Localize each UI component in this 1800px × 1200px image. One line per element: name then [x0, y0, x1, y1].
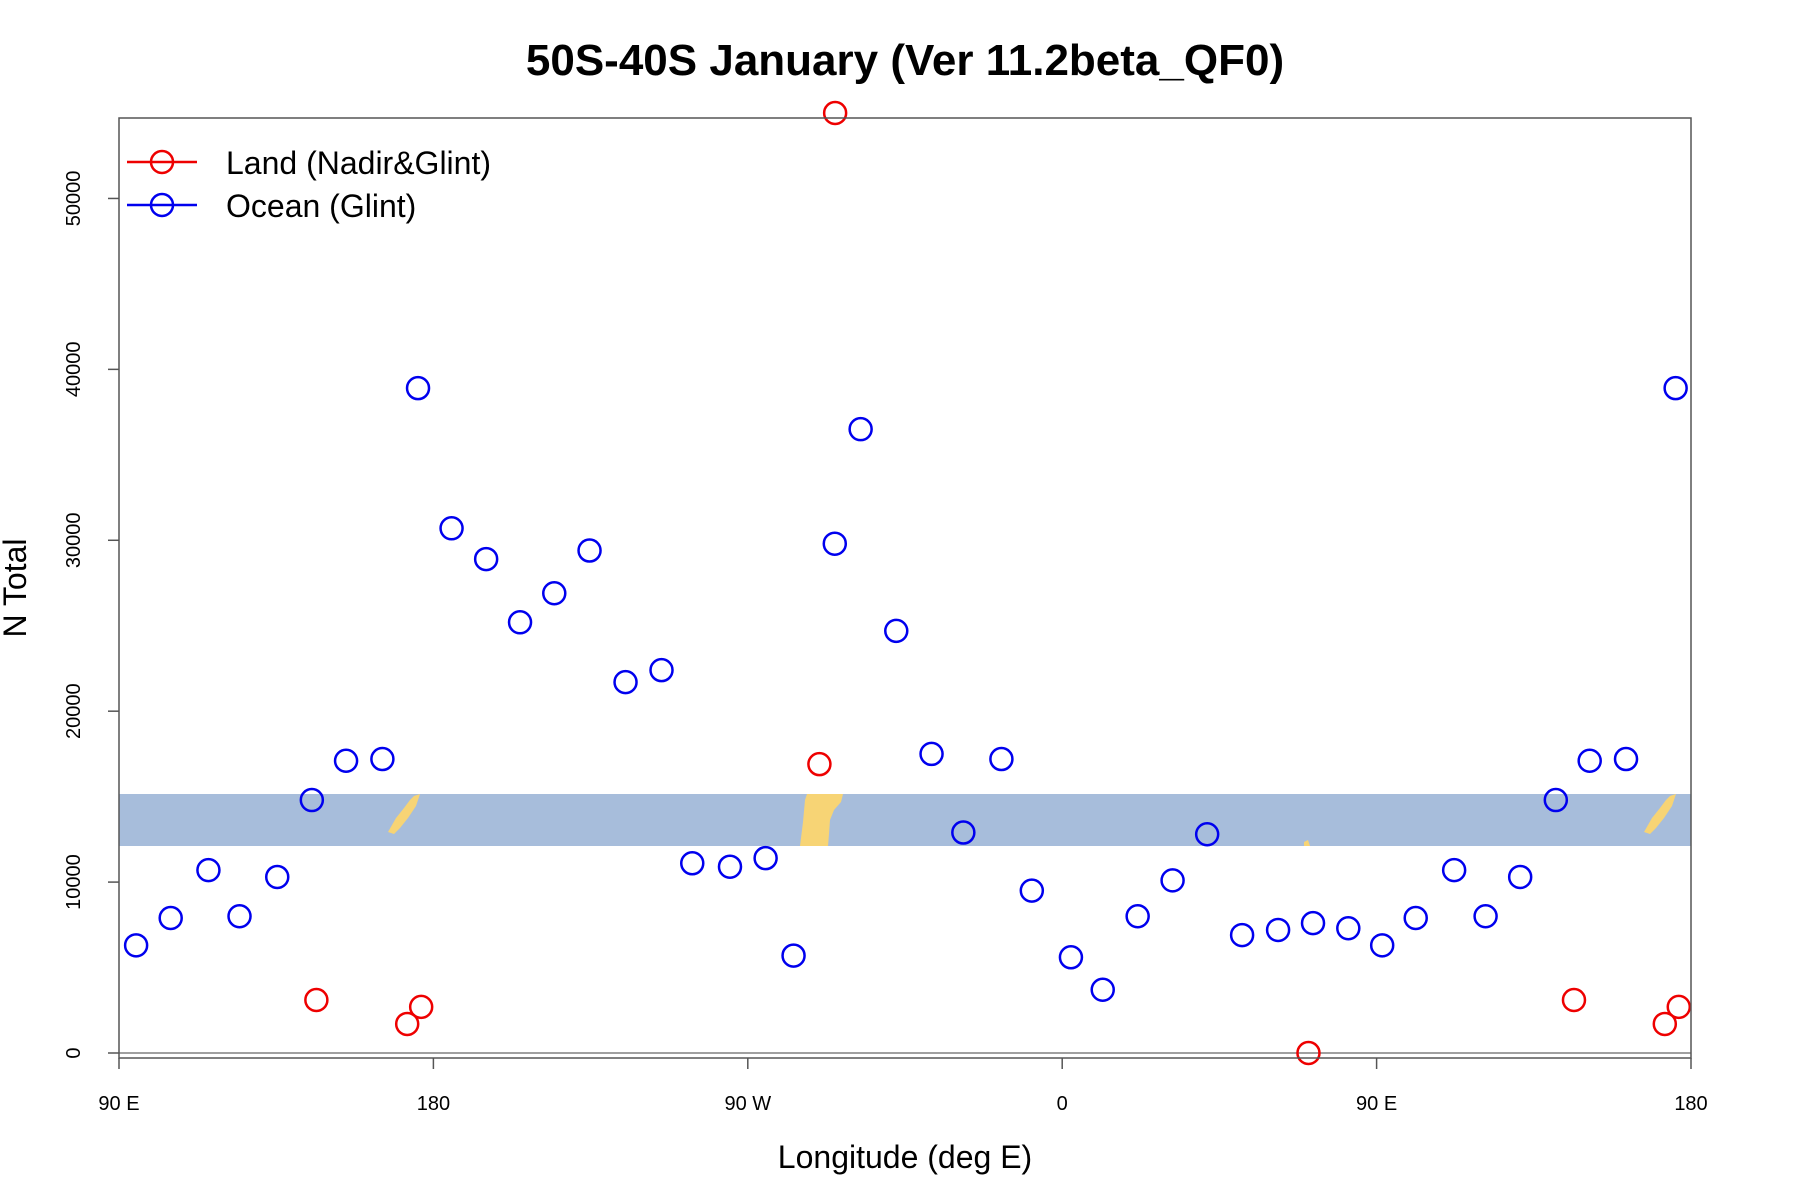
- data-point: [807, 751, 832, 777]
- data-point: [1561, 987, 1587, 1013]
- data-point: [1543, 787, 1569, 813]
- data-point: [781, 943, 806, 968]
- data-point: [1473, 904, 1498, 929]
- data-point: [264, 864, 290, 890]
- data-point: [370, 746, 395, 772]
- data-point: [1019, 878, 1045, 903]
- x-tick-label: 90 E: [98, 1093, 139, 1115]
- data-point: [613, 669, 638, 695]
- x-tick-label: 0: [1057, 1093, 1068, 1115]
- data-point: [884, 618, 909, 644]
- data-points: [123, 100, 1692, 1066]
- data-point: [822, 531, 848, 556]
- data-point: [123, 933, 149, 958]
- data-point: [680, 851, 705, 876]
- data-point: [1577, 748, 1602, 773]
- data-point: [649, 657, 674, 683]
- data-point: [299, 787, 325, 813]
- y-tick-label: 40000: [63, 342, 85, 398]
- series-1: [123, 375, 1688, 1003]
- data-point: [304, 987, 329, 1013]
- data-point: [1125, 904, 1150, 929]
- new-zealand-land-right: [1644, 794, 1676, 834]
- x-tick-label: 180: [417, 1093, 450, 1115]
- data-point: [848, 416, 873, 442]
- data-point: [1666, 994, 1692, 1020]
- data-point: [951, 820, 976, 845]
- data-point: [507, 610, 533, 635]
- y-tick-label: 50000: [63, 171, 85, 227]
- ocean-band: [119, 794, 1691, 846]
- x-axis: 90 E 180 90 W 0 90 E 180: [98, 1058, 1708, 1115]
- data-point: [1300, 910, 1326, 936]
- chart-title: 50S-40S January (Ver 11.2beta_QF0): [526, 36, 1284, 85]
- data-point: [1441, 857, 1467, 883]
- y-tick-label: 20000: [63, 683, 85, 739]
- y-tick-label: 10000: [63, 854, 85, 910]
- legend-ocean-marker: [149, 192, 175, 218]
- data-point: [227, 904, 252, 929]
- y-axis-label: N Total: [0, 538, 33, 637]
- data-point: [408, 994, 434, 1020]
- data-point: [1265, 917, 1291, 943]
- data-point: [158, 905, 183, 931]
- x-tick-label: 90 W: [724, 1093, 771, 1115]
- x-tick-label: 180: [1674, 1093, 1707, 1115]
- data-point: [394, 1011, 420, 1037]
- new-zealand-land: [388, 794, 420, 834]
- data-point: [717, 854, 743, 879]
- data-point: [439, 516, 464, 541]
- data-point: [405, 375, 431, 401]
- background-map: [119, 794, 1691, 846]
- data-point: [989, 746, 1014, 772]
- data-point: [1336, 915, 1361, 941]
- data-point: [1058, 945, 1084, 970]
- data-point: [1229, 922, 1255, 948]
- x-axis-label: Longitude (deg E): [778, 1139, 1032, 1175]
- data-point: [473, 546, 499, 572]
- data-point: [196, 857, 221, 883]
- data-point: [1369, 933, 1395, 958]
- data-point: [1403, 905, 1428, 931]
- data-point: [1160, 868, 1185, 893]
- data-point: [1507, 864, 1533, 890]
- data-point: [1613, 746, 1639, 772]
- data-point: [1663, 375, 1688, 401]
- y-axis: 0 10000 20000 30000 40000 50000: [63, 171, 119, 1059]
- plot-frame: [118, 117, 1692, 1059]
- south-america-land: [800, 794, 843, 846]
- data-point: [1090, 977, 1115, 1003]
- data-point: [542, 581, 567, 606]
- data-point: [919, 741, 944, 767]
- y-tick-label: 0: [63, 1047, 85, 1058]
- legend-ocean-label: Ocean (Glint): [226, 188, 416, 224]
- data-point: [1652, 1011, 1678, 1037]
- kerguelen-land: [1304, 840, 1310, 846]
- data-point: [822, 100, 848, 126]
- series-0: [304, 100, 1692, 1066]
- legend: Land (Nadir&Glint) Ocean (Glint): [127, 145, 491, 224]
- x-tick-label: 90 E: [1356, 1093, 1397, 1115]
- y-tick-label: 30000: [63, 512, 85, 568]
- legend-land-label: Land (Nadir&Glint): [226, 145, 491, 181]
- data-point: [753, 845, 778, 871]
- data-point: [333, 748, 359, 773]
- data-point: [1194, 821, 1220, 847]
- legend-land-marker: [149, 149, 175, 175]
- data-point: [1296, 1040, 1321, 1066]
- data-point: [577, 538, 602, 563]
